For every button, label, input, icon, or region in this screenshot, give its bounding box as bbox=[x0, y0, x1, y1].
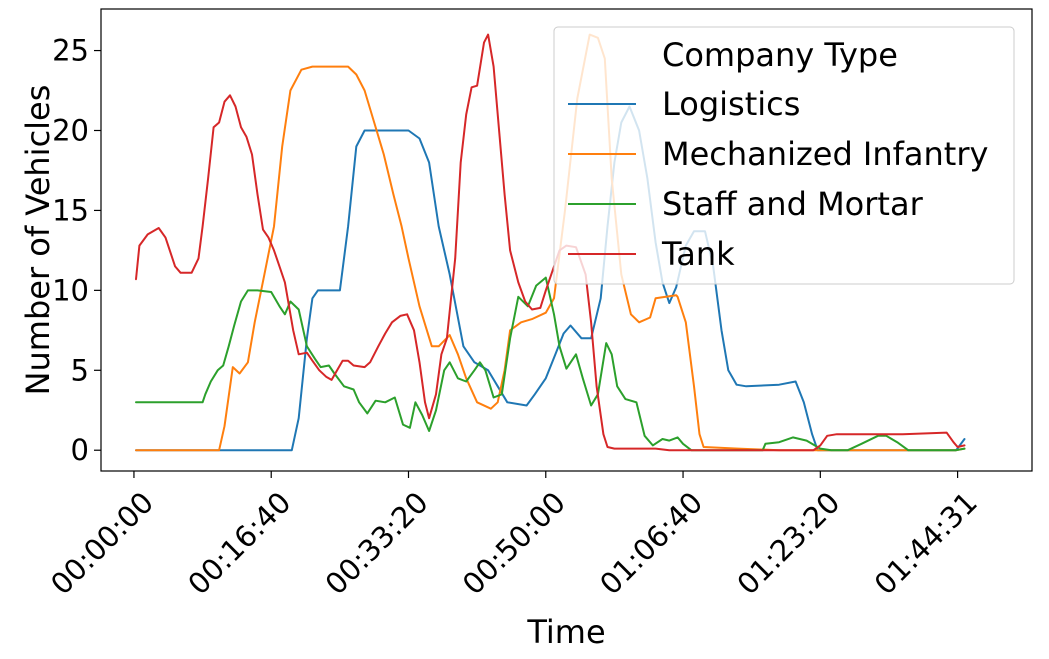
x-tick-label: 01:06:40 bbox=[593, 485, 709, 601]
plot-area-frame bbox=[100, 8, 1033, 472]
y-tick-label: 15 bbox=[52, 193, 89, 227]
y-axis-ticks: 0 5 10 15 20 25 bbox=[52, 34, 101, 467]
x-tick-label: 00:50:00 bbox=[456, 485, 572, 601]
series-layer bbox=[135, 33, 966, 452]
x-tick-label: 01:23:20 bbox=[730, 485, 846, 601]
x-tick-label: 01:44:31 bbox=[868, 485, 984, 601]
x-tick-label: 00:00:00 bbox=[44, 485, 160, 601]
legend-box bbox=[553, 26, 1015, 285]
legend-label-mechanized-infantry: Mechanized Infantry bbox=[662, 135, 988, 173]
series-line-logistics bbox=[135, 105, 966, 452]
series-line-mechanized-infantry bbox=[135, 33, 966, 452]
y-tick-label: 5 bbox=[71, 353, 89, 387]
y-tick-label: 25 bbox=[52, 34, 89, 68]
y-axis-label: Number of Vehicles bbox=[19, 85, 57, 396]
x-tick-label: 00:33:20 bbox=[319, 485, 435, 601]
x-axis-label: Time bbox=[526, 613, 605, 651]
legend-title: Company Type bbox=[662, 36, 898, 74]
legend-label-tank: Tank bbox=[661, 235, 735, 273]
y-tick-label: 0 bbox=[71, 433, 89, 467]
legend-label-logistics: Logistics bbox=[662, 85, 800, 123]
legend: Company Type Logistics Mechanized Infantr… bbox=[553, 26, 1015, 285]
series-line-tank bbox=[135, 33, 966, 452]
x-axis-ticks: 00:00:00 00:16:40 00:33:20 00:50:00 01:06:40… bbox=[44, 471, 984, 601]
legend-label-staff-and-mortar: Staff and Mortar bbox=[662, 185, 924, 223]
y-tick-label: 20 bbox=[52, 113, 89, 147]
y-tick-label: 10 bbox=[52, 273, 89, 307]
x-tick-label: 00:16:40 bbox=[181, 485, 297, 601]
